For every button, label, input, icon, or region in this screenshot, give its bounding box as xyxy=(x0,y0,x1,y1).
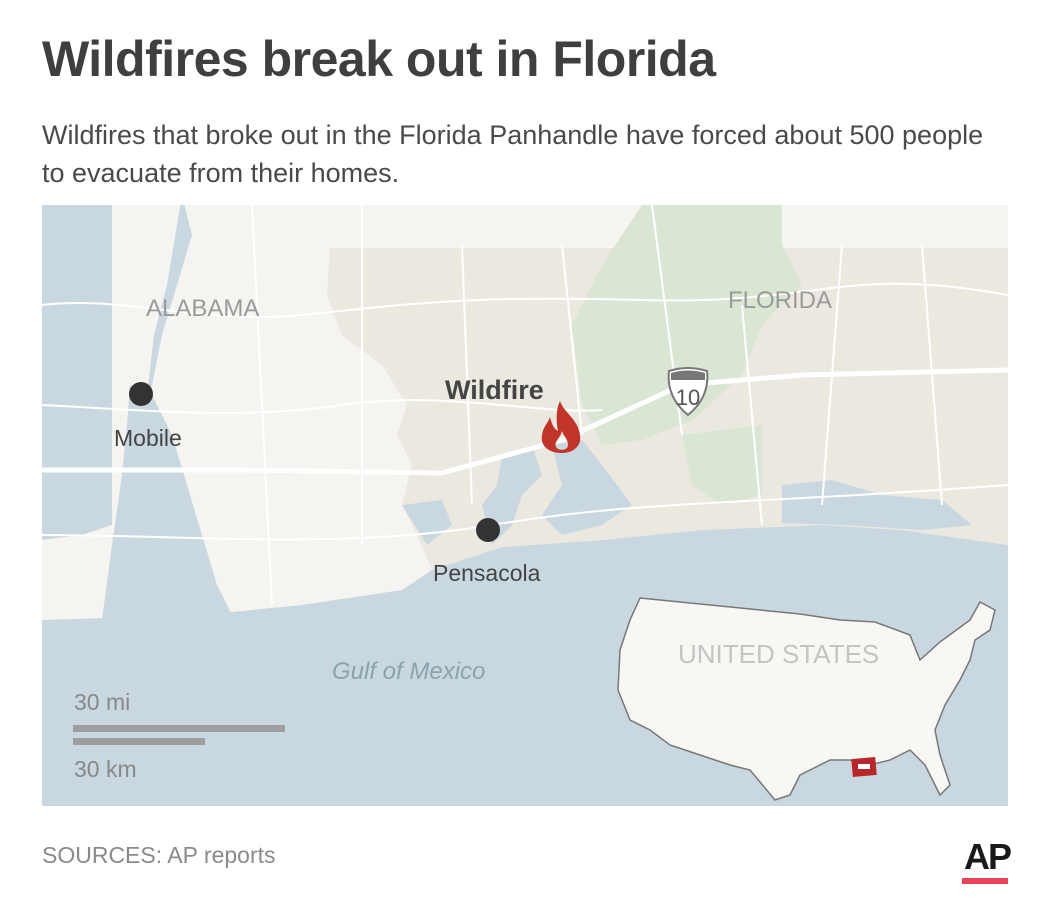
interstate-shield-icon xyxy=(667,367,709,417)
interstate-10 xyxy=(42,367,1008,476)
label-alabama: ALABAMA xyxy=(146,295,260,322)
map[interactable]: ALABAMA FLORIDA Wildfire 10 Mobile Pensa… xyxy=(42,205,1008,806)
label-wildfire: Wildfire xyxy=(445,375,544,405)
city-dot-icon xyxy=(476,518,500,542)
label-united-states: UNITED STATES xyxy=(678,639,880,669)
label-mobile[interactable]: Mobile xyxy=(114,425,182,451)
scale-bar-km xyxy=(73,738,205,745)
label-gulf-of-mexico: Gulf of Mexico xyxy=(332,658,486,685)
scale-km-label: 30 km xyxy=(74,756,137,782)
ap-logo-bar xyxy=(962,878,1008,884)
city-dot-icon xyxy=(129,382,153,406)
label-florida: FLORIDA xyxy=(728,287,833,314)
bays xyxy=(102,205,972,620)
scale-miles-label: 30 mi xyxy=(74,689,131,715)
fire-icon xyxy=(541,401,581,453)
inset-us-map xyxy=(617,597,996,801)
page-subtitle: Wildfires that broke out in the Florida … xyxy=(42,120,984,188)
interstate-number: 10 xyxy=(675,385,701,410)
label-pensacola[interactable]: Pensacola xyxy=(433,560,541,586)
scale-bar-miles xyxy=(73,725,285,732)
source-credit: SOURCES: AP reports xyxy=(42,842,276,868)
page-title: Wildfires break out in Florida xyxy=(42,31,716,87)
map-canvas xyxy=(42,205,1008,806)
forest-areas xyxy=(572,205,802,505)
ap-logo: AP xyxy=(964,836,1012,877)
